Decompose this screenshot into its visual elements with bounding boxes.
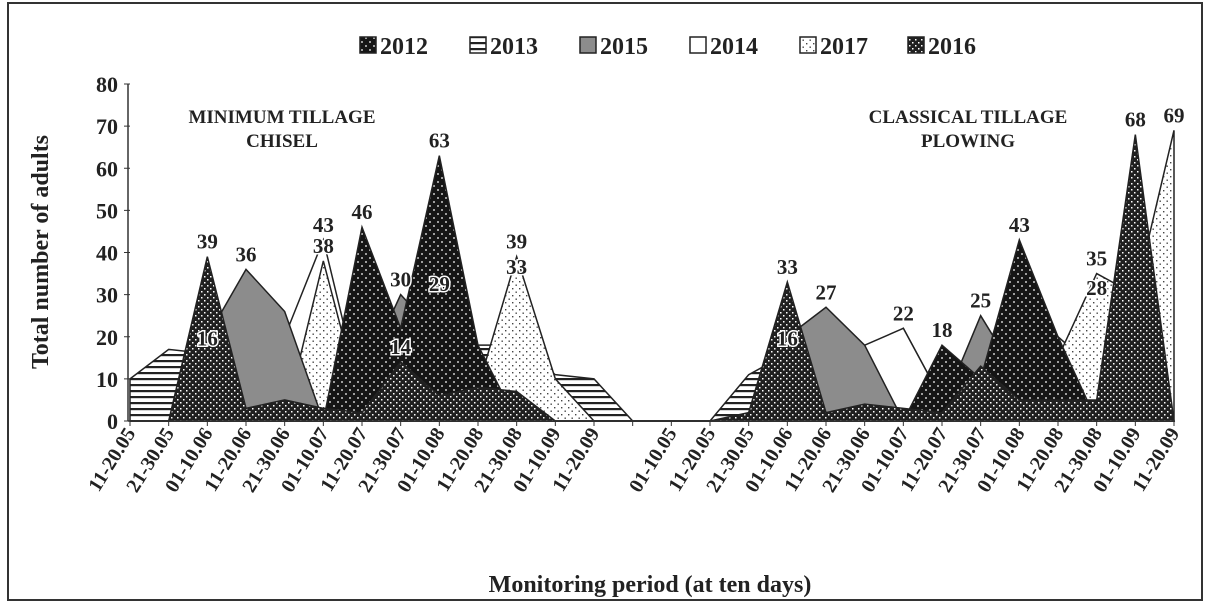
value-label: 36 [236, 242, 257, 266]
value-label: 16 [197, 327, 218, 351]
value-label: 39 [197, 230, 218, 254]
value-label: 28 [1086, 276, 1107, 300]
legend-label: 2014 [710, 34, 758, 60]
value-label: 16 [777, 327, 798, 351]
y-tick-label: 0 [107, 409, 118, 434]
y-tick-label: 20 [96, 325, 118, 350]
annotation: MINIMUM TILLAGE [188, 107, 375, 128]
value-label: 68 [1125, 108, 1146, 132]
value-label: 30 [390, 268, 411, 292]
annotation: PLOWING [921, 131, 1015, 152]
value-label: 35 [1086, 247, 1107, 271]
value-label: 22 [893, 301, 914, 325]
value-label: 69 [1164, 103, 1185, 127]
legend-label: 2017 [820, 34, 868, 60]
value-label: 43 [1009, 213, 1030, 237]
value-label: 33 [506, 255, 527, 279]
y-axis-title: Total number of adults [28, 135, 54, 369]
y-tick-label: 10 [96, 367, 118, 392]
value-label: 22 [893, 301, 914, 325]
value-label: 39 [506, 230, 527, 254]
legend-label: 2012 [380, 34, 428, 60]
value-label: 43 [313, 213, 334, 237]
legend-label: 2013 [490, 34, 538, 60]
y-tick-label: 80 [96, 72, 118, 97]
legend-swatch [799, 36, 817, 54]
y-tick-label: 50 [96, 198, 118, 223]
frame [7, 2, 1203, 601]
annotation: CHISEL [246, 131, 318, 152]
value-label: 38 [313, 234, 334, 258]
legend-swatch [579, 36, 597, 54]
legend-label: 2015 [600, 34, 648, 60]
legend-label: 2016 [928, 34, 976, 60]
annotation: CLASSICAL TILLAGE [869, 107, 1068, 128]
value-label: 63 [429, 129, 450, 153]
value-label: 18 [932, 318, 953, 342]
legend-swatch [469, 36, 487, 54]
value-label: 29 [429, 272, 450, 296]
value-label: 27 [816, 280, 837, 304]
value-label: 33 [777, 255, 798, 279]
y-tick-label: 70 [96, 114, 118, 139]
y-tick-label: 40 [96, 241, 118, 266]
y-tick-label: 30 [96, 283, 118, 308]
value-label: 14 [390, 335, 412, 359]
y-tick-label: 60 [96, 156, 118, 181]
legend-swatch [689, 36, 707, 54]
value-label: 25 [970, 289, 991, 313]
value-label: 46 [352, 200, 373, 224]
legend-swatch [907, 36, 925, 54]
legend-swatch [359, 36, 377, 54]
x-axis-title: Monitoring period (at ten days) [489, 572, 812, 598]
